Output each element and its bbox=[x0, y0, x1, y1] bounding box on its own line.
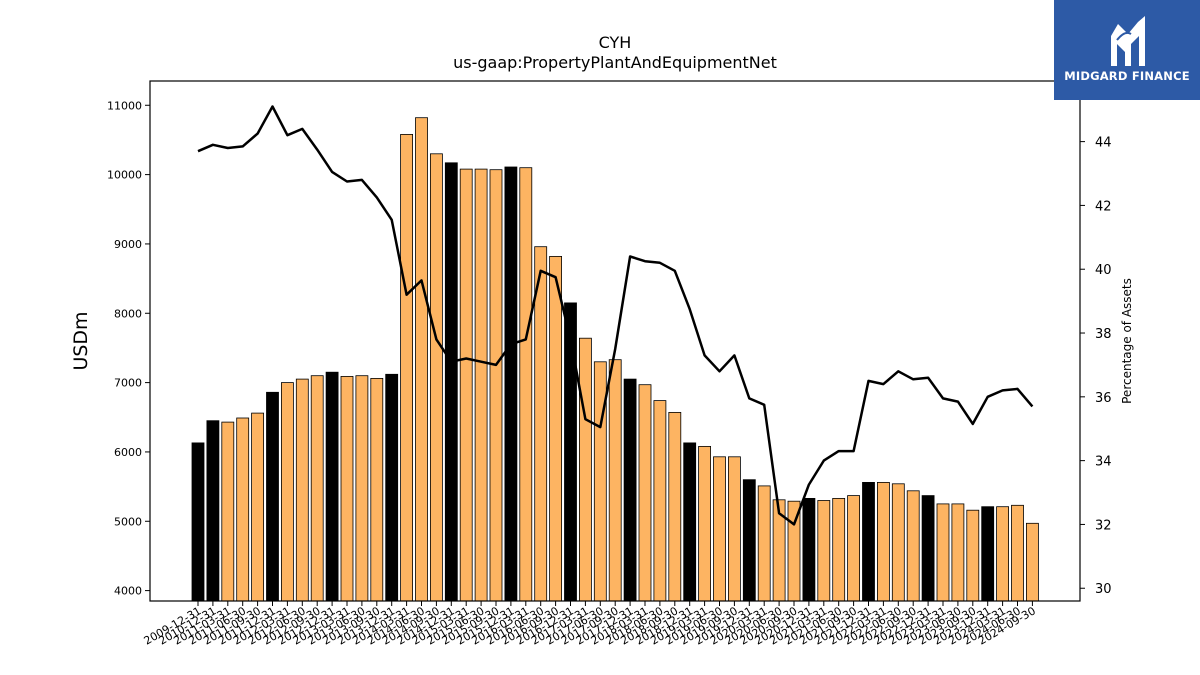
bar bbox=[340, 375, 354, 602]
bar bbox=[355, 375, 369, 602]
bar bbox=[519, 167, 533, 602]
bar bbox=[429, 153, 443, 602]
y2-tick-label: 38 bbox=[1095, 327, 1112, 342]
y2-tick-label: 32 bbox=[1095, 518, 1112, 533]
midgard-logo-icon bbox=[1111, 16, 1145, 66]
y-axis-right: 30 32 34 36 38 40 42 44 bbox=[1080, 136, 1112, 597]
y2-tick-label: 34 bbox=[1095, 455, 1112, 470]
bar bbox=[444, 162, 458, 602]
bar bbox=[653, 400, 667, 602]
bar bbox=[415, 117, 428, 602]
bar bbox=[1011, 504, 1024, 602]
midgard-finance-logo: MIDGARD FINANCE bbox=[1054, 0, 1200, 100]
bar bbox=[966, 509, 980, 602]
bar bbox=[981, 506, 995, 602]
y2-tick-label: 30 bbox=[1095, 582, 1112, 597]
y-tick-label: 11000 bbox=[107, 99, 142, 112]
bar bbox=[191, 442, 205, 602]
y2-tick-label: 36 bbox=[1095, 391, 1112, 406]
bar bbox=[638, 384, 652, 602]
percentage-line bbox=[197, 105, 1034, 526]
x-axis: 2009-12-312010-12-312011-03-312011-06-30… bbox=[142, 601, 1038, 648]
bar bbox=[534, 246, 548, 602]
bar bbox=[593, 361, 607, 602]
bar bbox=[698, 445, 711, 602]
logo-text: MIDGARD FINANCE bbox=[1064, 69, 1190, 83]
bar bbox=[713, 456, 726, 602]
bar bbox=[221, 421, 235, 602]
bar bbox=[474, 168, 488, 602]
bar bbox=[608, 359, 622, 602]
bar bbox=[549, 255, 562, 602]
bar bbox=[802, 497, 816, 602]
bar bbox=[459, 168, 473, 602]
bar bbox=[891, 483, 905, 602]
bar bbox=[400, 133, 414, 602]
y-axis-left: 4000 5000 6000 7000 8000 9000 10000 11000 bbox=[107, 99, 150, 598]
y-tick-label: 7000 bbox=[114, 377, 142, 390]
bar bbox=[996, 506, 1009, 602]
bar bbox=[847, 495, 860, 602]
bar bbox=[266, 391, 279, 602]
y-tick-label: 5000 bbox=[114, 515, 142, 528]
bar bbox=[921, 495, 935, 602]
bar bbox=[862, 481, 875, 602]
bar bbox=[325, 371, 339, 602]
y-tick-label: 6000 bbox=[114, 446, 142, 459]
bar bbox=[206, 420, 220, 602]
y-tick-label: 4000 bbox=[114, 585, 142, 598]
bar bbox=[742, 479, 756, 602]
y-tick-label: 10000 bbox=[107, 169, 142, 182]
chart-title: CYH bbox=[599, 33, 632, 52]
bar bbox=[623, 378, 637, 602]
line-series bbox=[197, 105, 1034, 526]
bar bbox=[906, 490, 920, 602]
chart-subtitle: us-gaap:PropertyPlantAndEquipmentNet bbox=[453, 53, 777, 72]
bar bbox=[877, 481, 890, 602]
bar bbox=[683, 442, 697, 602]
bar bbox=[936, 503, 950, 602]
bar bbox=[280, 382, 294, 602]
bar bbox=[668, 411, 682, 602]
bar bbox=[579, 337, 592, 602]
y-axis-label: USDm bbox=[70, 311, 92, 370]
y-tick-label: 9000 bbox=[114, 238, 142, 251]
y-tick-label: 8000 bbox=[114, 307, 142, 320]
bar bbox=[236, 417, 250, 602]
y2-tick-label: 40 bbox=[1095, 263, 1112, 278]
bar bbox=[310, 375, 324, 602]
bar bbox=[832, 497, 846, 602]
bar bbox=[385, 373, 399, 602]
y2-axis-label: Percentage of Assets bbox=[1120, 278, 1134, 404]
bar bbox=[564, 302, 577, 602]
bar bbox=[1026, 522, 1039, 602]
bar bbox=[757, 485, 771, 602]
bar bbox=[489, 169, 503, 602]
bar bbox=[251, 412, 265, 602]
bar-series bbox=[191, 117, 1039, 602]
bar bbox=[370, 377, 384, 602]
bar bbox=[504, 166, 518, 602]
bar bbox=[951, 503, 965, 602]
bar bbox=[728, 456, 741, 602]
bar bbox=[817, 500, 831, 602]
y2-tick-label: 44 bbox=[1095, 136, 1112, 151]
y2-tick-label: 42 bbox=[1095, 199, 1112, 214]
bar bbox=[295, 378, 309, 602]
